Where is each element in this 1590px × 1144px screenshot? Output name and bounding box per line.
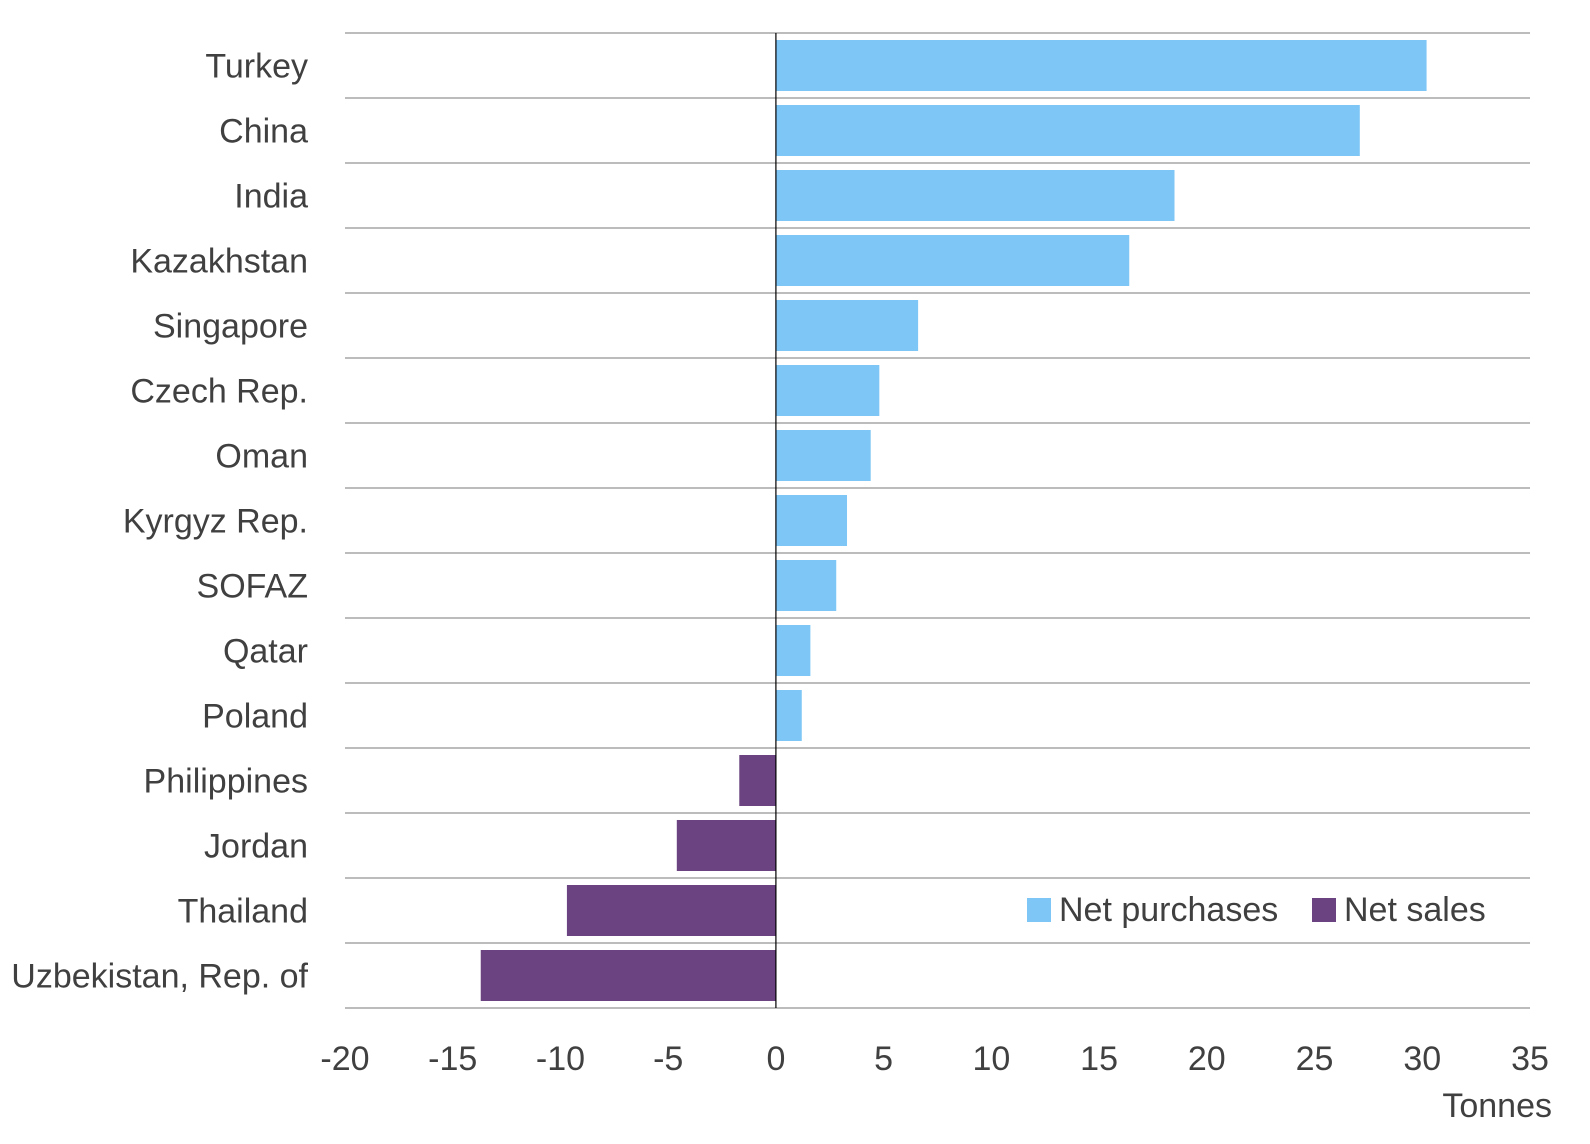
x-tick-label: 20 [1188, 1040, 1226, 1078]
bar-turkey [775, 40, 1427, 91]
bar-czech-rep [775, 365, 880, 416]
category-label-oman: Oman [215, 438, 308, 476]
bar-thailand [566, 885, 776, 936]
bar-kyrgyz-rep [775, 495, 848, 546]
legend-swatch-net-purchases [1027, 898, 1051, 922]
legend-label-net-purchases: Net purchases [1059, 891, 1278, 929]
category-label-uzbekistan-rep-of: Uzbekistan, Rep. of [11, 958, 308, 996]
bar-oman [775, 430, 871, 481]
bar-jordan [676, 820, 776, 871]
bar-india [775, 170, 1175, 221]
x-unit-label: Tonnes [1442, 1087, 1552, 1125]
category-label-thailand: Thailand [178, 893, 308, 931]
x-tick-label: 15 [1080, 1040, 1118, 1078]
x-tick-labels: -20 -15 -10 -5 0 5 10 15 20 25 30 35 [320, 1040, 1548, 1078]
x-tick-label: -15 [428, 1040, 477, 1078]
bar-poland [775, 690, 802, 741]
x-tick-label: 35 [1511, 1040, 1549, 1078]
x-tick-label: -5 [653, 1040, 683, 1078]
bar-singapore [775, 300, 919, 351]
legend-swatch-net-sales [1312, 898, 1336, 922]
x-tick-label: -20 [320, 1040, 369, 1078]
x-tick-label: 0 [766, 1040, 785, 1078]
bar-sofaz [775, 560, 837, 611]
category-label-poland: Poland [202, 698, 308, 736]
category-label-singapore: Singapore [153, 308, 308, 346]
bar-uzbekistan-rep-of [480, 950, 776, 1001]
category-label-jordan: Jordan [204, 828, 308, 866]
category-label-china: China [219, 113, 308, 151]
x-tick-label: 5 [874, 1040, 893, 1078]
x-tick-label: 10 [972, 1040, 1010, 1078]
bar-kazakhstan [775, 235, 1130, 286]
category-label-sofaz: SOFAZ [197, 568, 308, 606]
category-label-czech-rep: Czech Rep. [130, 373, 308, 411]
x-tick-label: 30 [1403, 1040, 1441, 1078]
category-label-kyrgyz-rep: Kyrgyz Rep. [123, 503, 308, 541]
x-tick-label: 25 [1296, 1040, 1334, 1078]
bars [480, 40, 1427, 1001]
legend: Net purchases Net sales [1027, 891, 1486, 929]
category-label-qatar: Qatar [223, 633, 308, 671]
legend-label-net-sales: Net sales [1344, 891, 1486, 929]
x-tick-label: -10 [536, 1040, 585, 1078]
bar-philippines [739, 755, 776, 806]
gridlines [345, 32, 1530, 1009]
category-label-turkey: Turkey [205, 48, 308, 86]
category-label-india: India [234, 178, 308, 216]
bar-china [775, 105, 1360, 156]
category-label-kazakhstan: Kazakhstan [130, 243, 308, 281]
category-labels: Turkey China India Kazakhstan Singapore Czech… [11, 48, 308, 996]
bar-qatar [775, 625, 811, 676]
category-label-philippines: Philippines [144, 763, 308, 801]
